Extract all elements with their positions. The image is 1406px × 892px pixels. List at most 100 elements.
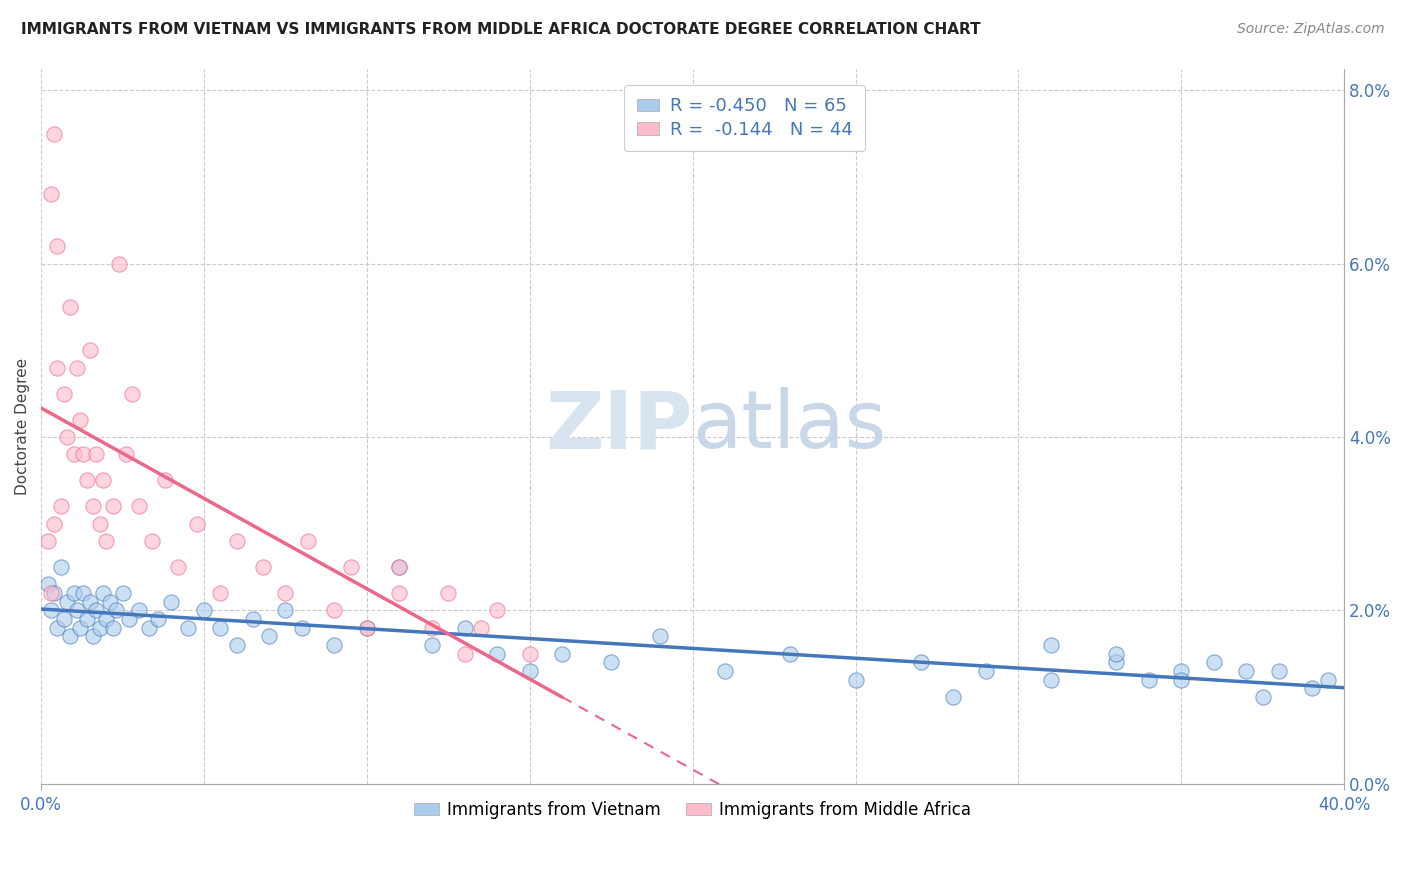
- Point: [114, 447, 136, 461]
- Point: [52, 386, 75, 401]
- Point: [101, 621, 124, 635]
- Point: [470, 621, 492, 635]
- Point: [225, 638, 247, 652]
- Point: [257, 629, 280, 643]
- Point: [388, 560, 411, 574]
- Point: [62, 447, 84, 461]
- Point: [274, 586, 297, 600]
- Point: [153, 473, 176, 487]
- Point: [551, 647, 574, 661]
- Text: ZIP: ZIP: [546, 387, 693, 465]
- Point: [79, 595, 101, 609]
- Point: [1234, 664, 1257, 678]
- Point: [82, 629, 104, 643]
- Point: [1170, 673, 1192, 687]
- Point: [974, 664, 997, 678]
- Point: [1105, 647, 1128, 661]
- Point: [138, 621, 160, 635]
- Point: [86, 447, 108, 461]
- Point: [37, 577, 59, 591]
- Point: [1268, 664, 1291, 678]
- Point: [209, 621, 232, 635]
- Point: [519, 647, 541, 661]
- Point: [46, 239, 69, 253]
- Point: [79, 343, 101, 358]
- Text: Source: ZipAtlas.com: Source: ZipAtlas.com: [1237, 22, 1385, 37]
- Point: [1039, 638, 1062, 652]
- Point: [297, 533, 319, 548]
- Point: [420, 621, 443, 635]
- Point: [121, 386, 143, 401]
- Point: [96, 612, 118, 626]
- Point: [356, 621, 378, 635]
- Point: [323, 638, 346, 652]
- Legend: Immigrants from Vietnam, Immigrants from Middle Africa: Immigrants from Vietnam, Immigrants from…: [408, 794, 979, 825]
- Y-axis label: Doctorate Degree: Doctorate Degree: [15, 358, 30, 495]
- Point: [177, 621, 200, 635]
- Point: [1039, 673, 1062, 687]
- Point: [1316, 673, 1339, 687]
- Point: [37, 533, 59, 548]
- Point: [91, 473, 114, 487]
- Point: [420, 638, 443, 652]
- Point: [1251, 690, 1274, 704]
- Point: [186, 516, 208, 531]
- Point: [519, 664, 541, 678]
- Point: [600, 656, 623, 670]
- Point: [339, 560, 361, 574]
- Point: [86, 603, 108, 617]
- Point: [128, 500, 150, 514]
- Point: [59, 629, 82, 643]
- Point: [108, 256, 131, 270]
- Point: [648, 629, 671, 643]
- Point: [56, 430, 79, 444]
- Point: [52, 612, 75, 626]
- Point: [323, 603, 346, 617]
- Point: [453, 647, 475, 661]
- Point: [76, 612, 98, 626]
- Point: [252, 560, 274, 574]
- Point: [910, 656, 932, 670]
- Point: [72, 447, 94, 461]
- Point: [844, 673, 866, 687]
- Point: [242, 612, 264, 626]
- Point: [76, 473, 98, 487]
- Point: [39, 603, 62, 617]
- Point: [49, 500, 72, 514]
- Point: [111, 586, 134, 600]
- Point: [105, 603, 128, 617]
- Point: [942, 690, 965, 704]
- Point: [66, 360, 89, 375]
- Point: [167, 560, 190, 574]
- Point: [225, 533, 247, 548]
- Point: [1137, 673, 1160, 687]
- Point: [96, 533, 118, 548]
- Point: [209, 586, 232, 600]
- Point: [69, 621, 91, 635]
- Point: [291, 621, 314, 635]
- Point: [39, 187, 62, 202]
- Point: [46, 360, 69, 375]
- Point: [437, 586, 460, 600]
- Point: [56, 595, 79, 609]
- Point: [62, 586, 84, 600]
- Point: [1301, 681, 1323, 696]
- Point: [274, 603, 297, 617]
- Point: [39, 586, 62, 600]
- Point: [1170, 664, 1192, 678]
- Point: [453, 621, 475, 635]
- Point: [69, 412, 91, 426]
- Point: [128, 603, 150, 617]
- Point: [141, 533, 163, 548]
- Point: [388, 560, 411, 574]
- Point: [101, 500, 124, 514]
- Text: IMMIGRANTS FROM VIETNAM VS IMMIGRANTS FROM MIDDLE AFRICA DOCTORATE DEGREE CORREL: IMMIGRANTS FROM VIETNAM VS IMMIGRANTS FR…: [21, 22, 981, 37]
- Point: [779, 647, 801, 661]
- Point: [44, 516, 66, 531]
- Text: atlas: atlas: [693, 387, 887, 465]
- Point: [59, 300, 82, 314]
- Point: [118, 612, 141, 626]
- Point: [148, 612, 170, 626]
- Point: [66, 603, 89, 617]
- Point: [89, 621, 111, 635]
